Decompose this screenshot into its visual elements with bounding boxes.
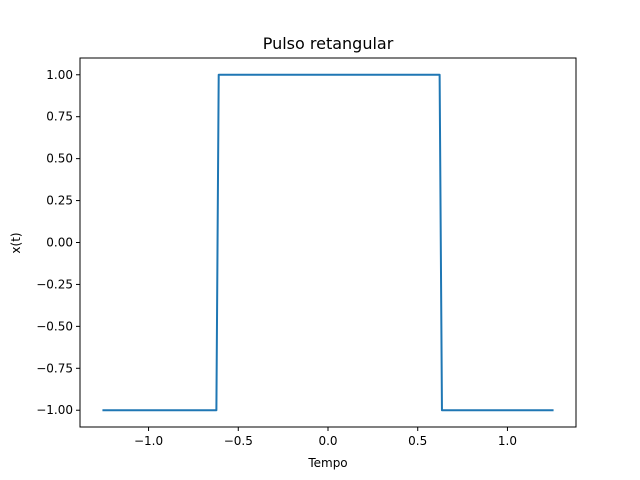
y-tick-label: −0.25 [36, 277, 73, 291]
x-tick-label: −0.5 [224, 434, 253, 448]
x-axis-label: Tempo [307, 456, 347, 470]
x-tick-label: 1.0 [498, 434, 517, 448]
y-tick-label: −1.00 [36, 403, 73, 417]
x-tick-label: 0.5 [408, 434, 427, 448]
x-tick-label: 0.0 [318, 434, 337, 448]
x-tick-label: −1.0 [134, 434, 163, 448]
y-tick-label: 1.00 [46, 68, 73, 82]
y-tick-label: 0.25 [46, 194, 73, 208]
plot-frame [79, 57, 577, 428]
series-line-0 [102, 73, 554, 412]
y-tick-label: −0.50 [36, 319, 73, 333]
y-tick-label: 0.50 [46, 152, 73, 166]
y-tick-label: −0.75 [36, 361, 73, 375]
y-tick-label: 0.75 [46, 110, 73, 124]
y-axis-label: x(t) [9, 232, 23, 253]
chart-title: Pulso retangular [263, 34, 394, 53]
y-tick-label: 0.00 [46, 236, 73, 250]
